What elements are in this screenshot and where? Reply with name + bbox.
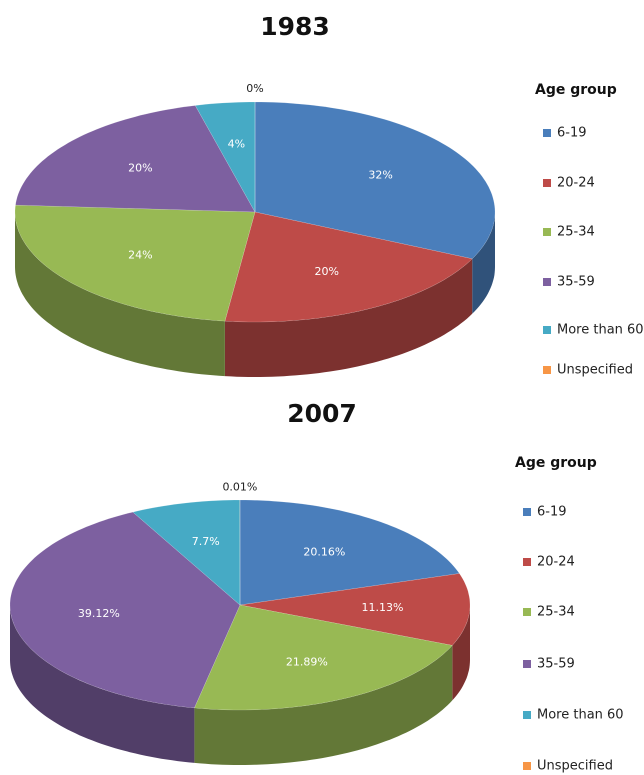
- data-label: 7.7%: [192, 535, 220, 548]
- legend-swatch: [523, 762, 531, 770]
- legend-swatch: [543, 228, 551, 236]
- legend-swatch: [543, 179, 551, 187]
- legend-swatch: [523, 711, 531, 719]
- legend-label: More than 60: [557, 323, 644, 338]
- legend-label: 20-24: [537, 555, 575, 570]
- data-label: 20%: [128, 162, 152, 175]
- legend-swatch: [523, 660, 531, 668]
- legend-swatch: [523, 608, 531, 616]
- legend-label: 35-59: [537, 657, 575, 672]
- data-label: 21.89%: [286, 655, 328, 668]
- slice-side: [472, 212, 495, 314]
- chart-title: 1983: [260, 12, 330, 41]
- legend-label: 35-59: [557, 275, 595, 290]
- slice: [194, 101, 256, 213]
- legend-title: Age group: [515, 455, 597, 471]
- legend-label: 6-19: [557, 126, 587, 141]
- slice: [239, 573, 471, 646]
- data-label: 11.13%: [361, 601, 403, 614]
- slice-side: [10, 605, 195, 763]
- data-label: 32%: [368, 168, 392, 181]
- legend-label: 20-24: [557, 176, 595, 191]
- legend-swatch: [543, 129, 551, 137]
- slice: [132, 499, 241, 606]
- legend-label: 25-34: [557, 225, 595, 240]
- data-label: 20.16%: [303, 546, 345, 559]
- slice: [224, 211, 473, 323]
- legend-label: 25-34: [537, 605, 575, 620]
- slice: [194, 604, 453, 711]
- slice: [9, 511, 241, 709]
- legend-swatch: [543, 278, 551, 286]
- slice-side: [15, 212, 225, 377]
- slice: [15, 105, 256, 213]
- data-label: 20%: [314, 265, 338, 278]
- slice-side: [194, 645, 453, 765]
- slice: [254, 101, 496, 260]
- data-label: 0%: [246, 82, 263, 95]
- slice: [239, 499, 460, 606]
- legend-label: Unspecified: [557, 363, 633, 378]
- slice-side: [452, 605, 470, 701]
- chart-title: 2007: [287, 399, 357, 428]
- legend-label: 6-19: [537, 505, 567, 520]
- legend-swatch: [523, 508, 531, 516]
- legend-swatch: [543, 326, 551, 334]
- legend-swatch: [523, 558, 531, 566]
- data-label: 24%: [128, 248, 152, 261]
- slice: [14, 204, 256, 322]
- legend-title: Age group: [535, 82, 617, 98]
- data-label: 4%: [228, 137, 245, 150]
- legend-label: Unspecified: [537, 759, 613, 774]
- data-label: 39.12%: [78, 607, 120, 620]
- slice-side: [224, 258, 473, 377]
- legend-swatch: [543, 366, 551, 374]
- data-label: 0.01%: [222, 480, 257, 493]
- legend-label: More than 60: [537, 708, 624, 723]
